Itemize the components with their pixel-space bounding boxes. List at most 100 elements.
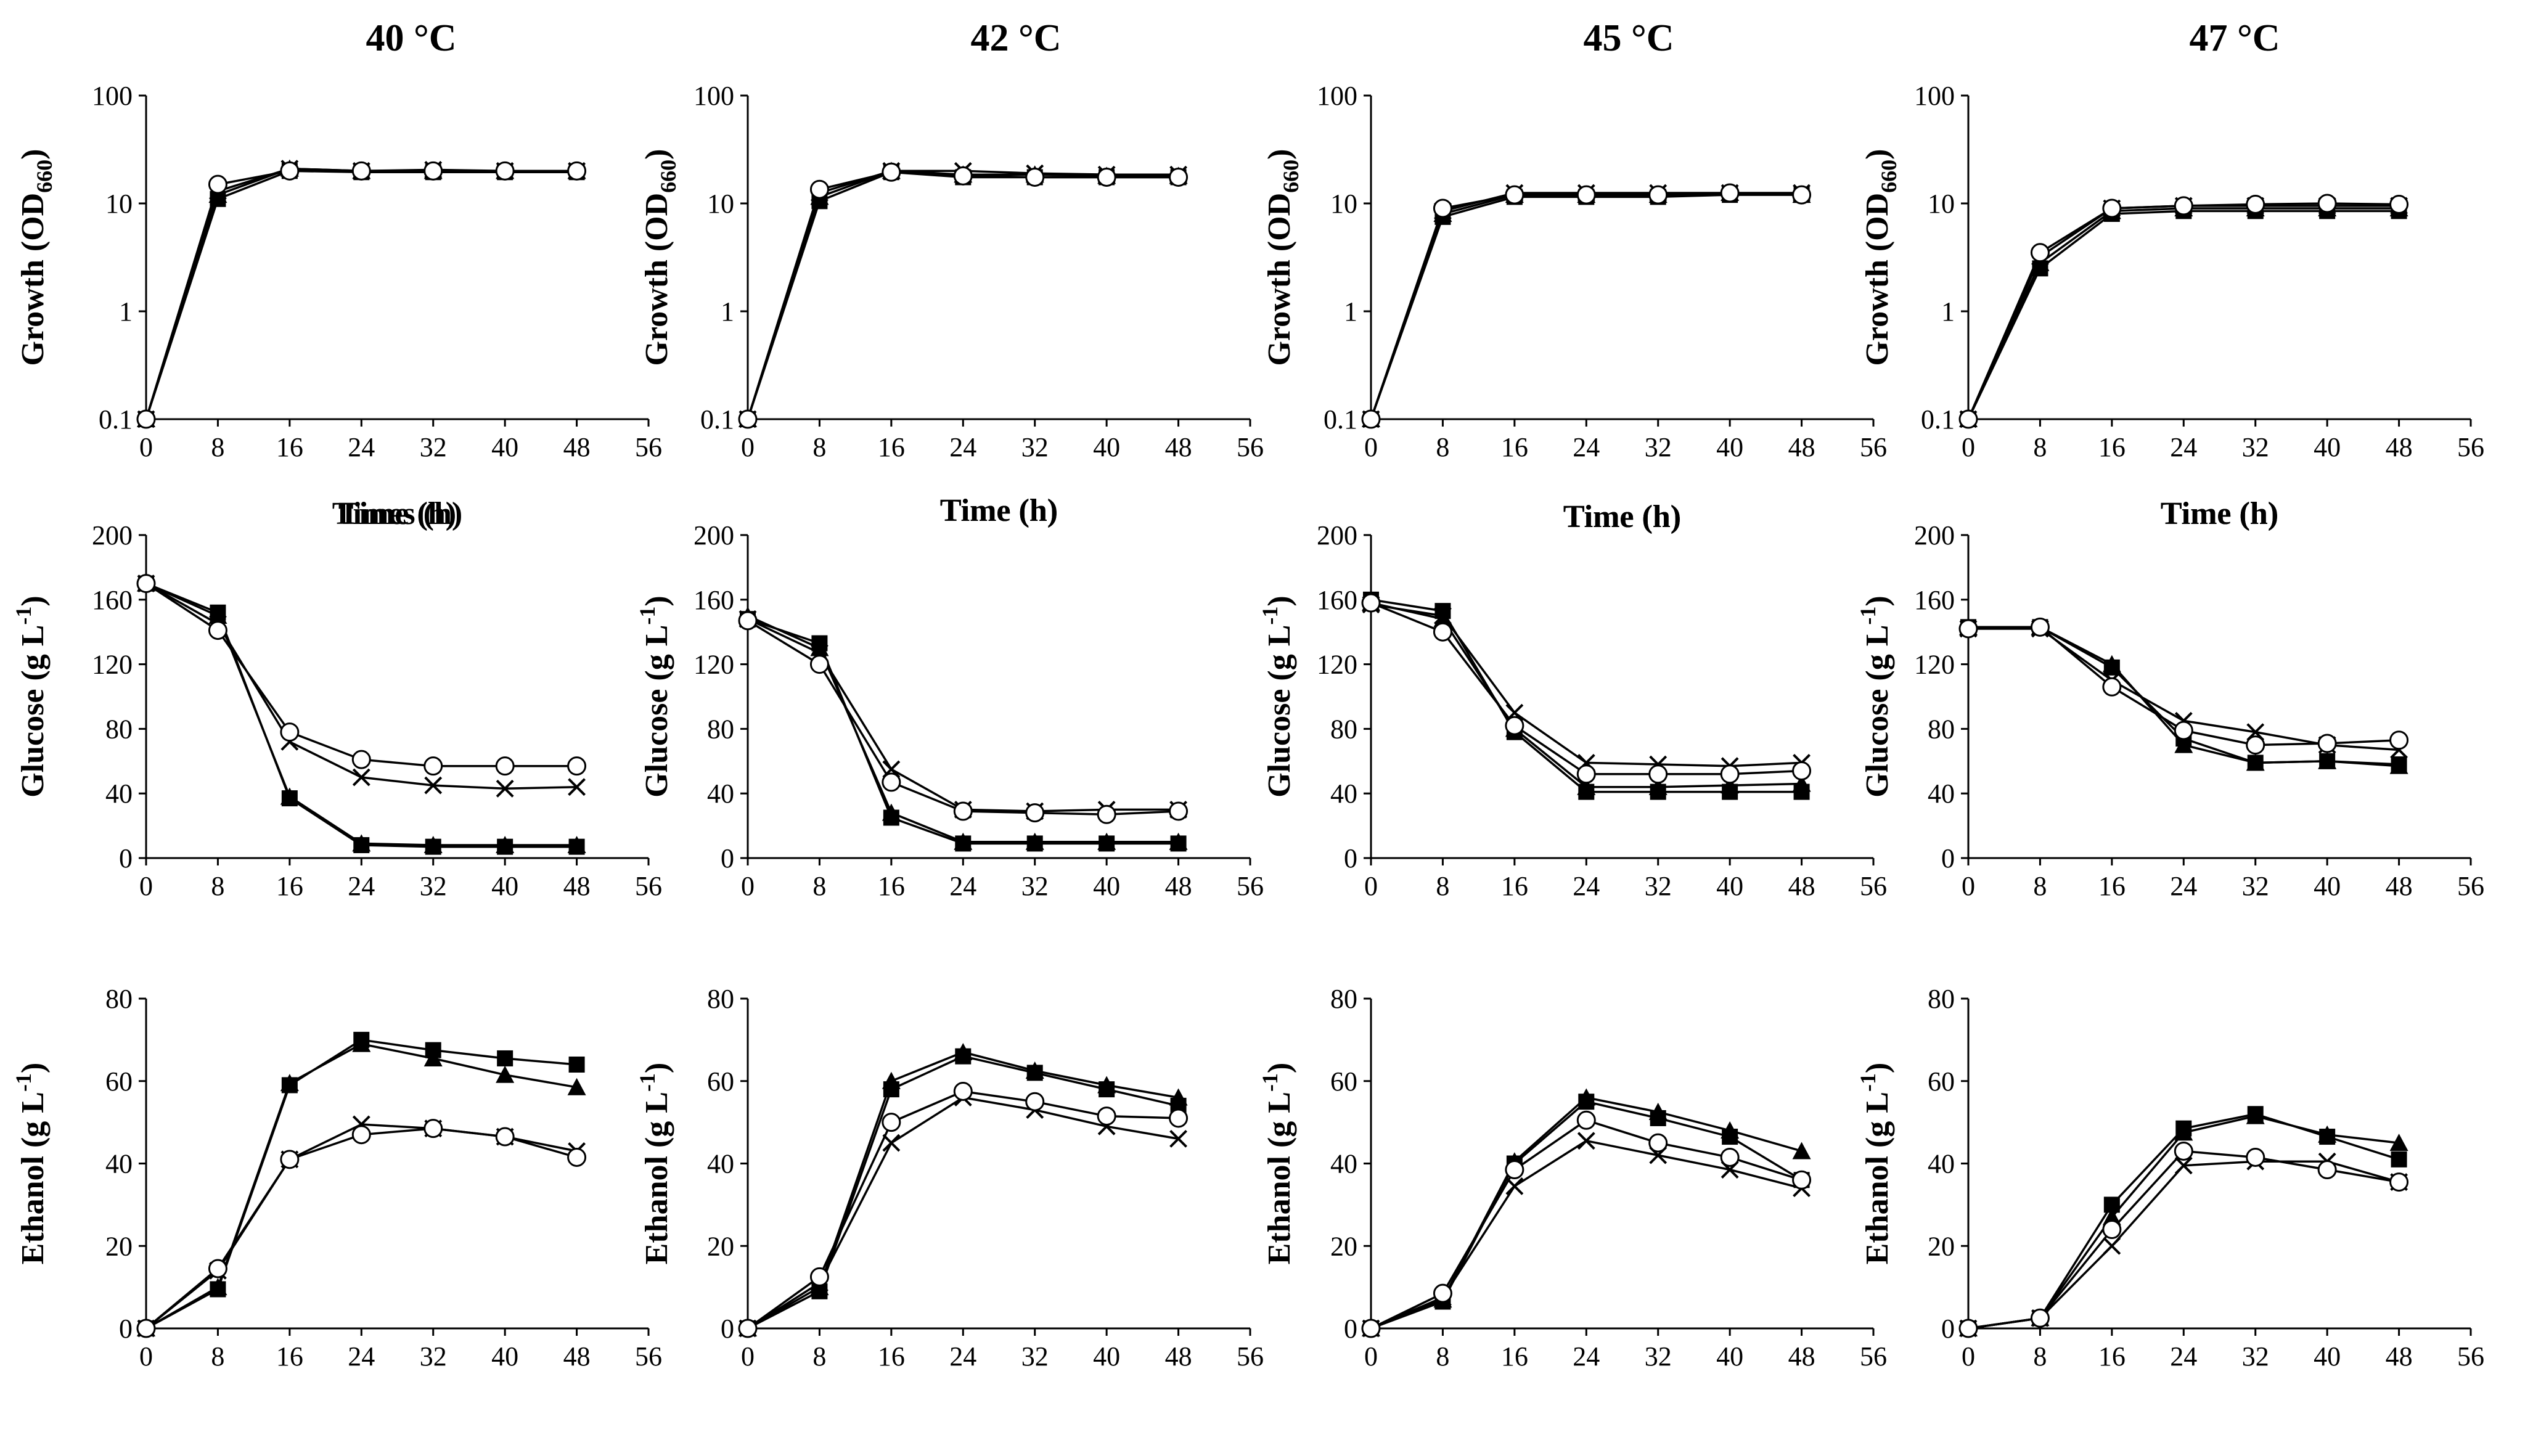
- data-point-open-circle: [1505, 716, 1524, 735]
- series-line-cross: [1968, 1160, 2400, 1330]
- y-axis-label: Glucose (g L-1): [1856, 595, 1895, 798]
- x-tick-label: 8: [211, 871, 224, 901]
- y-axis-label-main: Growth (OD: [15, 193, 51, 366]
- x-tick-label: 0: [741, 1341, 755, 1372]
- x-tick-label: 32: [420, 1341, 447, 1372]
- y-tick-label: 0: [721, 843, 734, 873]
- y-axis-label-tail: ): [1262, 149, 1297, 159]
- data-point-open-circle: [882, 1113, 901, 1132]
- data-point-filled-triangle: [810, 1278, 829, 1296]
- y-axis-label-main: Ethanol (g L: [1262, 1092, 1297, 1264]
- data-point-filled-triangle: [280, 1074, 299, 1092]
- data-point-open-circle: [1097, 1106, 1116, 1126]
- y-tick-label: 100: [1914, 81, 1955, 111]
- y-tick-label: 120: [694, 650, 734, 680]
- y-tick-label: 0: [1941, 843, 1955, 873]
- y-tick-label: 200: [1317, 520, 1357, 550]
- y-tick-label: 80: [1928, 984, 1955, 1014]
- y-axis-label-tail: ): [639, 149, 674, 159]
- x-tick-label: 56: [1860, 432, 1887, 462]
- data-point-open-circle: [2389, 730, 2409, 750]
- y-tick-label: 80: [1330, 714, 1357, 744]
- y-tick-label: 1: [721, 297, 734, 327]
- y-tick-label: 60: [105, 1066, 133, 1097]
- data-point-open-circle: [2389, 1172, 2409, 1192]
- data-point-filled-square: [2391, 1151, 2407, 1168]
- data-point-open-circle: [1505, 1160, 1524, 1180]
- data-point-filled-triangle: [1169, 1088, 1188, 1106]
- data-point-open-circle: [738, 409, 758, 429]
- y-tick-label: 120: [92, 650, 133, 680]
- x-tick-label: 24: [2170, 871, 2197, 901]
- y-axis-label-tail: ): [1262, 1063, 1297, 1073]
- data-point-open-circle: [567, 756, 587, 776]
- x-tick-label: 0: [1962, 432, 1975, 462]
- x-axis-label: Time (h): [2161, 496, 2278, 531]
- x-tick-label: 32: [1021, 432, 1049, 462]
- data-point-filled-triangle: [208, 1278, 227, 1296]
- x-tick-label: 48: [563, 871, 591, 901]
- data-point-filled-triangle: [882, 1071, 901, 1089]
- data-point-cross: [2174, 1156, 2193, 1175]
- x-tick-label: 8: [1436, 432, 1449, 462]
- x-tick-label: 16: [276, 432, 303, 462]
- y-tick-label: 80: [707, 714, 734, 744]
- y-axis-label-superscript: -1: [11, 1073, 36, 1092]
- data-point-open-circle: [2317, 194, 2337, 213]
- x-tick-label: 0: [741, 432, 755, 462]
- x-tick-label: 56: [635, 1341, 662, 1372]
- y-tick-label: 10: [707, 189, 734, 219]
- y-tick-label: 0.1: [99, 404, 133, 435]
- column-title: 42 °C: [970, 17, 1061, 59]
- x-tick-label: 24: [949, 432, 976, 462]
- y-tick-label: 60: [1330, 1066, 1357, 1097]
- y-tick-label: 160: [694, 585, 734, 615]
- y-axis-label-superscript: -1: [635, 607, 660, 625]
- x-axis-label: Time (h): [940, 493, 1058, 528]
- data-point-open-circle: [1097, 804, 1116, 824]
- y-tick-label: 40: [707, 779, 734, 809]
- data-point-open-circle: [1576, 185, 1596, 205]
- data-point-open-circle: [2389, 195, 2409, 215]
- y-axis-label-tail: ): [1860, 149, 1895, 159]
- y-axis-label-superscript: -1: [1258, 1073, 1282, 1092]
- data-point-open-circle: [136, 574, 156, 594]
- x-tick-label: 32: [2242, 871, 2269, 901]
- x-tick-label: 0: [741, 871, 755, 901]
- data-point-filled-triangle: [2102, 1208, 2121, 1225]
- y-tick-label: 10: [105, 189, 133, 219]
- x-axis-label: Time (h): [338, 496, 456, 531]
- panel-growth-47: 0 8 16 24 32 40 48 56 0.1 1 10 100 Time (h) Growth (O…: [1860, 81, 2484, 531]
- data-point-filled-triangle: [424, 836, 443, 854]
- x-tick-label: 0: [1364, 432, 1378, 462]
- y-tick-label: 0: [1941, 1314, 1955, 1344]
- x-tick-label: 24: [2170, 432, 2197, 462]
- data-point-filled-triangle: [2102, 655, 2121, 673]
- y-tick-label: 0: [119, 1314, 133, 1344]
- x-tick-label: 56: [1237, 871, 1264, 901]
- x-tick-label: 56: [1860, 871, 1887, 901]
- x-tick-label: 16: [2098, 1341, 2126, 1372]
- x-tick-label: 0: [1364, 871, 1378, 901]
- data-point-open-circle: [351, 1125, 371, 1145]
- data-point-open-circle: [1505, 185, 1524, 205]
- series-line-cross: [145, 1123, 577, 1330]
- data-point-open-circle: [208, 621, 227, 640]
- data-point-filled-triangle: [1792, 1142, 1811, 1159]
- data-point-filled-triangle: [2174, 735, 2193, 753]
- y-tick-label: 40: [1928, 779, 1955, 809]
- data-point-open-circle: [809, 655, 829, 674]
- data-point-open-circle: [1361, 1319, 1381, 1338]
- data-point-filled-triangle: [352, 1034, 371, 1052]
- y-axis-label-main: Ethanol (g L: [1860, 1092, 1895, 1264]
- y-axis-label-superscript: -1: [1856, 607, 1880, 625]
- data-point-open-circle: [208, 1259, 227, 1278]
- x-tick-label: 56: [1237, 1341, 1264, 1372]
- data-point-open-circle: [2246, 735, 2265, 755]
- data-point-filled-triangle: [280, 787, 299, 805]
- panel-glucose-42: 0 8 16 24 32 40 48 56 0 40 80 120 160 200 Time (h) Gluc…: [635, 493, 1264, 901]
- x-tick-label: 56: [1860, 1341, 1887, 1372]
